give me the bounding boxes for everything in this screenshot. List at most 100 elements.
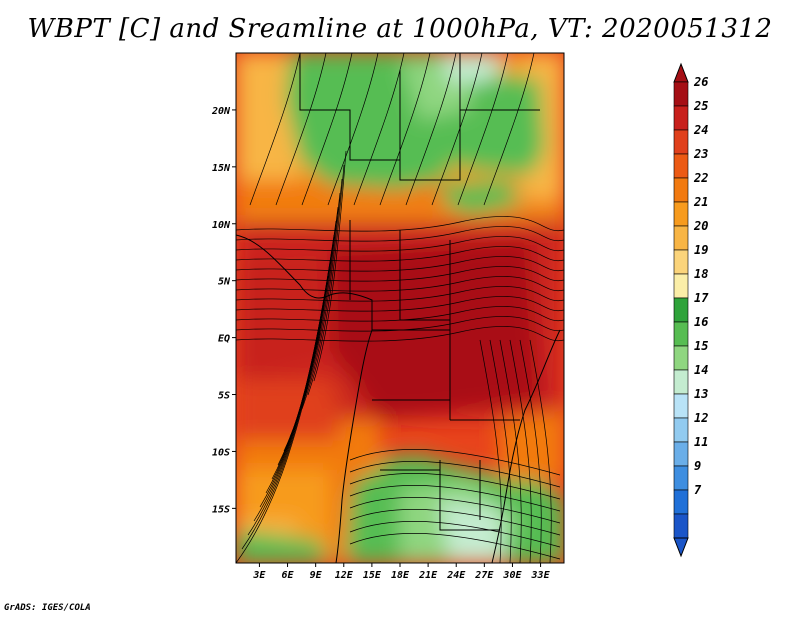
streamline (529, 339, 552, 563)
colorbar-label: 9 (694, 459, 701, 473)
grads-credit: GrADS: IGES/COLA (4, 603, 91, 613)
chart-title: WBPT [C] and Sreamline at 1000hPa, VT: 2… (27, 14, 773, 44)
coastlines (236, 53, 561, 563)
streamline (457, 53, 509, 206)
x-tick-label: 3E (252, 570, 266, 581)
streamline (236, 326, 564, 342)
colorbar-label: 19 (694, 243, 708, 257)
colorbar-swatch (673, 225, 689, 251)
x-tick-label: 30E (502, 570, 522, 581)
streamline (236, 266, 564, 282)
colorbar-swatch (673, 393, 689, 419)
streamline (479, 339, 502, 563)
x-axis: 3E 6E 9E 12E 15E 18E 21E 24E 27E 30E 33E (252, 563, 551, 581)
streamline (327, 53, 379, 206)
colorbar-swatch (673, 249, 689, 275)
colorbar-swatch (673, 489, 689, 515)
x-tick-label: 24E (446, 570, 466, 581)
streamline (353, 53, 405, 206)
streamline (349, 461, 561, 488)
colorbar-label: 15 (694, 339, 708, 353)
streamline (236, 236, 564, 252)
colorbar-label: 13 (694, 387, 708, 401)
streamline (249, 53, 301, 206)
streamline (236, 296, 564, 312)
colorbar-label: 26 (693, 75, 708, 89)
colorbar-swatch (673, 513, 689, 539)
streamline (236, 286, 564, 302)
colorbar-label: 11 (694, 435, 708, 449)
x-tick-label: 18E (391, 570, 410, 581)
streamline (236, 316, 564, 332)
y-tick-label: 10S (212, 447, 230, 458)
colorbar-swatch (673, 465, 689, 491)
streamline (519, 339, 542, 563)
colorbar-label: 17 (694, 291, 709, 305)
colorbar: 26 25 24 23 22 21 20 19 18 17 16 15 14 13 12 11 9 7 (673, 62, 709, 558)
streamline (236, 276, 564, 292)
colorbar-label: 14 (694, 363, 708, 377)
x-tick-label: 6E (282, 570, 295, 581)
colorbar-swatch (673, 417, 689, 443)
streamline (289, 206, 339, 438)
streamline (499, 339, 522, 563)
x-tick-label: 33E (531, 570, 551, 581)
streamline (431, 53, 483, 206)
streamline (301, 178, 343, 410)
streamlines (236, 53, 564, 563)
streamline (236, 246, 564, 262)
streamline (349, 449, 561, 476)
colorbar-swatch (673, 177, 689, 203)
colorbar-swatch (673, 297, 689, 323)
colorbar-extend-low (673, 537, 689, 558)
streamline (379, 53, 431, 206)
streamline (275, 53, 327, 206)
colorbar-extend-high (673, 62, 689, 83)
colorbar-label: 12 (694, 411, 708, 425)
streamline (301, 53, 353, 206)
colorbar-label: 16 (694, 315, 708, 329)
streamline (483, 53, 535, 206)
y-tick-label: 5N (218, 277, 231, 288)
colorbar-label: 21 (693, 195, 708, 209)
colorbar-swatch (673, 201, 689, 227)
plot-area (236, 53, 564, 563)
y-tick-label: 10N (212, 220, 231, 231)
streamline (349, 509, 561, 536)
streamline (349, 521, 561, 548)
x-tick-label: 15E (363, 570, 382, 581)
colorbar-label: 25 (693, 99, 708, 113)
colorbar-swatch (673, 129, 689, 155)
streamline (349, 497, 561, 524)
colorbar-swatch (673, 441, 689, 467)
streamline (313, 150, 347, 382)
streamline (349, 533, 561, 560)
colorbar-label: 7 (694, 483, 702, 497)
streamline (509, 339, 532, 563)
streamline (236, 216, 564, 232)
x-tick-label: 9E (310, 570, 323, 581)
y-tick-label: 5S (218, 391, 230, 402)
colorbar-label: 24 (693, 123, 708, 137)
colorbar-swatch (673, 153, 689, 179)
colorbar-swatch (673, 345, 689, 371)
streamline (295, 192, 341, 424)
y-tick-label: 15S (212, 504, 230, 515)
x-tick-label: 27E (474, 570, 494, 581)
streamline (349, 485, 561, 512)
x-tick-label: 21E (418, 570, 438, 581)
colorbar-label: 22 (693, 171, 708, 185)
y-tick-label: EQ (218, 334, 230, 345)
streamline (236, 226, 564, 242)
x-tick-label: 12E (335, 570, 354, 581)
y-axis: 20N 15N 10N 5N EQ 5S 10S 15S (211, 106, 236, 515)
colorbar-swatch (673, 273, 689, 299)
colorbar-swatch (673, 105, 689, 131)
streamline (307, 164, 345, 396)
streamline (349, 473, 561, 500)
colorbar-label: 23 (693, 147, 708, 161)
y-tick-label: 15N (212, 163, 231, 174)
streamline (489, 339, 512, 563)
streamline (236, 306, 564, 322)
